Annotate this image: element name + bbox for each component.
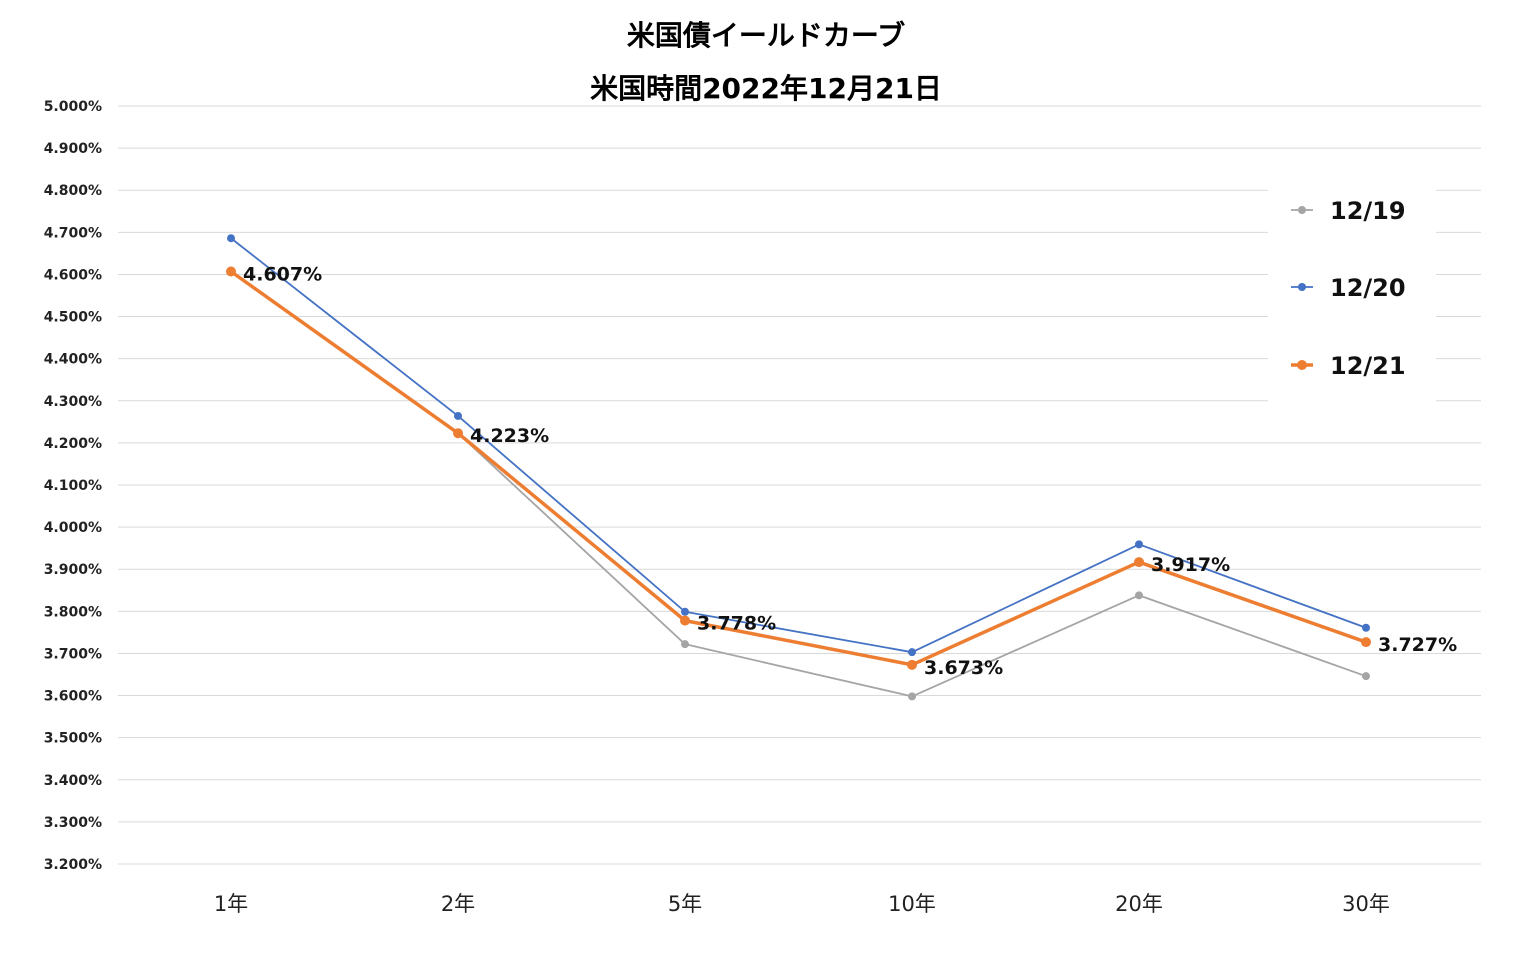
series-line [229,270,1367,667]
data-point [1362,623,1370,632]
y-tick-label: 3.900% [44,562,102,578]
data-point [1362,672,1370,681]
legend-item: 12/20 [1291,274,1406,302]
data-point [1361,637,1371,648]
data-point [908,648,916,657]
y-tick-label: 4.300% [44,394,102,410]
y-tick-label: 4.800% [44,183,102,199]
chart-title-line2: 米国時間2022年12月21日 [590,72,942,105]
data-point [681,640,689,649]
data-point [1135,540,1143,549]
x-tick-label: 10年 [888,892,936,916]
y-tick-label: 3.700% [44,646,102,662]
data-label: 4.223% [470,425,549,447]
legend-swatch-marker [1298,283,1306,291]
y-tick-label: 4.000% [44,520,102,536]
y-tick-label: 4.400% [44,352,102,368]
series-2 [227,234,1370,657]
legend-swatch-marker [1298,206,1306,214]
y-tick-label: 4.700% [44,225,102,241]
x-tick-label: 20年 [1115,892,1163,916]
gridlines [118,105,1481,865]
x-axis-tick-labels: 1年 2年 5年 10年 20年 30年 [214,892,1390,916]
legend-background [1268,188,1436,404]
data-label: 4.607% [243,263,322,285]
series-3 [226,266,1371,670]
data-point [908,692,916,701]
legend-item: 12/19 [1291,197,1406,225]
y-tick-label: 5.000% [44,99,102,115]
legend: 12/19 12/20 12/21 [1291,197,1406,380]
chart-title-line1: 米国債イールドカーブ [627,19,905,52]
legend-item: 12/21 [1291,352,1406,380]
legend-swatch-marker [1297,360,1307,370]
y-tick-label: 4.200% [44,436,102,452]
data-point [1134,557,1144,568]
legend-label: 12/19 [1330,197,1406,225]
y-tick-label: 3.200% [44,857,102,873]
x-tick-label: 1年 [214,892,248,916]
y-tick-label: 4.500% [44,310,102,326]
y-tick-label: 3.400% [44,773,102,789]
data-point [454,411,462,420]
y-tick-label: 3.500% [44,731,102,747]
data-label: 3.917% [1151,554,1230,576]
y-tick-label: 4.600% [44,267,102,283]
x-tick-label: 30年 [1342,892,1390,916]
data-point [680,615,690,626]
data-labels: 4.607% 4.223% 3.778% 3.673% 3.917% 3.727% [243,263,1457,678]
plot-series [226,234,1371,701]
y-tick-label: 4.100% [44,478,102,494]
x-tick-label: 2年 [441,892,475,916]
y-tick-label: 3.300% [44,815,102,831]
series-line [230,237,1367,654]
y-tick-label: 4.900% [44,141,102,157]
legend-label: 12/20 [1330,274,1406,302]
data-point [226,266,236,277]
y-axis-tick-labels: 3.200% 3.300% 3.400% 3.500% 3.600% 3.700% 3.80… [44,99,102,873]
data-point [1135,591,1143,600]
data-label: 3.727% [1378,634,1457,656]
y-tick-label: 3.600% [44,689,102,705]
data-label: 3.673% [924,657,1003,679]
data-label: 3.778% [697,613,776,635]
legend-label: 12/21 [1330,352,1406,380]
data-point [227,234,235,243]
data-point [681,607,689,616]
data-point [907,659,917,670]
data-point [453,428,463,439]
y-tick-label: 3.800% [44,604,102,620]
x-tick-label: 5年 [668,892,702,916]
